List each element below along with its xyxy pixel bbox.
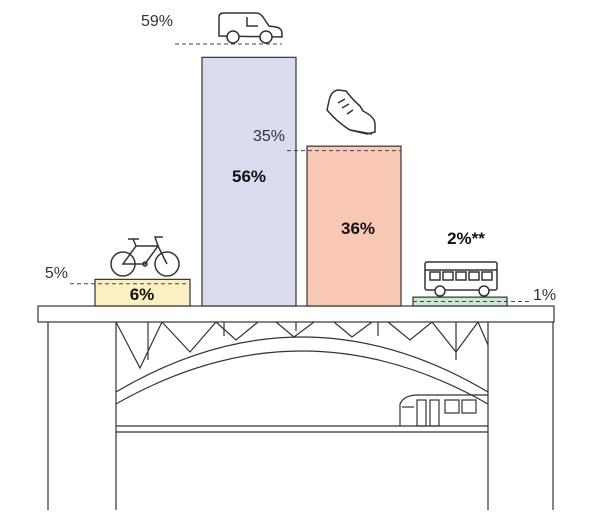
bars-layer bbox=[94, 56, 508, 307]
bridge-lower-arch bbox=[115, 350, 489, 405]
value-label-bicycle: 6% bbox=[130, 285, 155, 304]
reference-label-walking: 35% bbox=[253, 128, 285, 145]
bridge-truss bbox=[115, 321, 489, 370]
reference-label-bus: 1% bbox=[533, 287, 556, 304]
reference-label-bicycle: 5% bbox=[45, 265, 68, 282]
labels-layer: 5% 6% 59% 56% 35% 36% 1% 2%** bbox=[45, 13, 556, 304]
bridge-deck bbox=[37, 305, 555, 323]
reference-label-car: 59% bbox=[141, 13, 173, 30]
bar-car bbox=[201, 56, 297, 307]
train-icon bbox=[399, 394, 488, 427]
car-icon bbox=[218, 12, 283, 44]
value-label-bus: 2%** bbox=[447, 229, 485, 248]
bicycle-icon bbox=[110, 236, 180, 277]
bridge-upper-arch bbox=[115, 336, 489, 393]
bar-walking bbox=[306, 145, 402, 307]
value-label-car: 56% bbox=[232, 167, 266, 186]
value-label-walking: 36% bbox=[341, 219, 375, 238]
bus-icon bbox=[424, 261, 498, 297]
shoe-icon bbox=[326, 89, 376, 135]
bridge-illustration bbox=[37, 305, 555, 510]
reference-layer bbox=[70, 43, 530, 303]
